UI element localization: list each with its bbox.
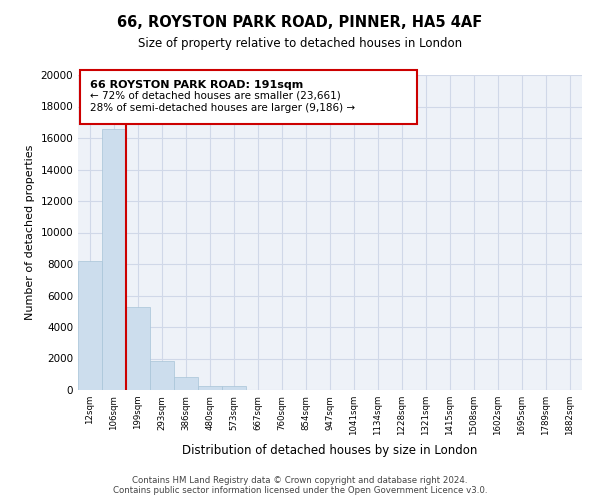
- Text: ← 72% of detached houses are smaller (23,661): ← 72% of detached houses are smaller (23…: [90, 91, 341, 101]
- Text: 28% of semi-detached houses are larger (9,186) →: 28% of semi-detached houses are larger (…: [90, 104, 355, 114]
- Bar: [150, 361, 174, 390]
- FancyBboxPatch shape: [80, 70, 416, 124]
- Y-axis label: Number of detached properties: Number of detached properties: [25, 145, 35, 320]
- Bar: [174, 378, 198, 390]
- Bar: [78, 261, 102, 390]
- Text: 66, ROYSTON PARK ROAD, PINNER, HA5 4AF: 66, ROYSTON PARK ROAD, PINNER, HA5 4AF: [118, 15, 482, 30]
- Bar: [102, 128, 126, 390]
- Text: Contains public sector information licensed under the Open Government Licence v3: Contains public sector information licen…: [113, 486, 487, 495]
- Text: Contains HM Land Registry data © Crown copyright and database right 2024.: Contains HM Land Registry data © Crown c…: [132, 476, 468, 485]
- Bar: [126, 306, 150, 390]
- X-axis label: Distribution of detached houses by size in London: Distribution of detached houses by size …: [182, 444, 478, 456]
- Text: Size of property relative to detached houses in London: Size of property relative to detached ho…: [138, 38, 462, 51]
- Bar: [222, 386, 246, 390]
- Text: 66 ROYSTON PARK ROAD: 191sqm: 66 ROYSTON PARK ROAD: 191sqm: [90, 80, 303, 90]
- Bar: [198, 386, 222, 390]
